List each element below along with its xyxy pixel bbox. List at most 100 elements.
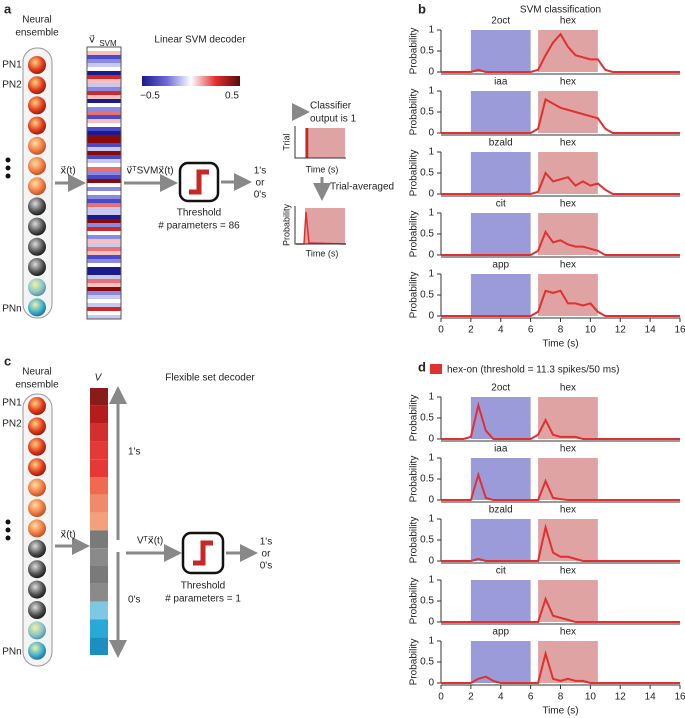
- line-chart: bzald hex 0 0.5 1 Probability: [409, 138, 680, 200]
- data-line: [441, 289, 680, 317]
- y-tick-label: 1: [428, 392, 434, 403]
- label: 1's: [128, 447, 140, 458]
- set-cell: [90, 494, 108, 513]
- panel-label: d: [418, 359, 426, 374]
- weight-cell: [87, 95, 121, 99]
- stimulus-label: hex: [560, 260, 576, 271]
- stimulus-label: bzald: [489, 505, 513, 516]
- y-axis-label: Probability: [409, 89, 420, 136]
- set-cell: [90, 637, 108, 655]
- label: Linear SVM decoder: [154, 35, 246, 46]
- panel-label: a: [4, 1, 12, 16]
- stimulus-label: hex: [560, 444, 576, 455]
- weight-cell: [87, 219, 121, 223]
- data-line: [441, 171, 680, 195]
- shade: [305, 208, 345, 244]
- data-line: [441, 471, 680, 501]
- y-axis-label: Probability: [409, 150, 420, 197]
- set-cell: [90, 512, 108, 531]
- line-chart: iaa hex 0 0.5 1 Probability: [409, 444, 680, 506]
- y-tick-label: 1: [428, 208, 434, 219]
- weight-cell: [87, 287, 121, 291]
- x-tick-label: 6: [528, 692, 534, 703]
- stimulus-span: [470, 213, 531, 255]
- weight-cell: [87, 243, 121, 247]
- stimulus-label: hex: [560, 77, 576, 88]
- y-tick-label: 0: [428, 189, 434, 200]
- y-tick-label: 0: [428, 678, 434, 689]
- y-tick-label: 1: [428, 453, 434, 464]
- x-tick-label: 2: [468, 692, 474, 703]
- label: PN1: [2, 60, 22, 71]
- set-cell: [90, 530, 108, 549]
- x-tick-label: 4: [498, 692, 504, 703]
- weight-cell: [87, 83, 121, 87]
- weight-cell: [87, 159, 121, 163]
- ellipsis: [5, 157, 11, 179]
- stimulus-label: iaa: [494, 77, 508, 88]
- y-axis-label: Probability: [409, 28, 420, 75]
- label: PNn: [2, 647, 21, 658]
- x-tick-label: 2: [468, 325, 474, 336]
- weight-cell: [87, 67, 121, 71]
- label: Neural: [22, 367, 51, 378]
- x-tick-label: 10: [585, 692, 597, 703]
- weight-cell: [87, 55, 121, 59]
- y-tick-label: 1: [428, 636, 434, 647]
- label: Threshold: [181, 581, 225, 592]
- y-tick-label: 0: [428, 434, 434, 445]
- neuron: [28, 217, 46, 236]
- y-tick-label: 0: [428, 128, 434, 139]
- panel-label: b: [418, 1, 426, 16]
- stimulus-label: app: [492, 627, 509, 638]
- weight-cell: [87, 107, 121, 111]
- neuron: [28, 601, 46, 619]
- y-tick-label: 0.5: [420, 657, 434, 668]
- stimulus-span: [470, 397, 531, 439]
- weight-cell: [87, 143, 121, 147]
- set-cell: [90, 477, 108, 495]
- weight-cell: [87, 239, 121, 243]
- weight-cell: [87, 167, 121, 171]
- label: V: [95, 373, 103, 384]
- line-chart: SVM classification 2oct hex 0 0.5 1 Probabilit…: [409, 5, 680, 78]
- y-tick-label: 1: [428, 147, 434, 158]
- y-tick-label: 1: [428, 86, 434, 97]
- weight-cell: [87, 71, 121, 75]
- set-cell: [90, 459, 108, 477]
- axes: [294, 206, 346, 245]
- stimulus-label: hex: [560, 566, 576, 577]
- neuron: [28, 641, 46, 660]
- x-tick-label: 8: [558, 692, 564, 703]
- label: 0.5: [225, 91, 239, 102]
- weight-cell: [87, 135, 121, 139]
- weight-cell: [87, 211, 121, 215]
- weight-cell: [87, 123, 121, 127]
- data-line: [441, 596, 680, 623]
- y-axis-label: Probability: [409, 211, 420, 258]
- neuron: [28, 96, 46, 115]
- data-line: [441, 401, 680, 440]
- weight-cell: [87, 155, 121, 159]
- y-tick-label: 0.5: [420, 535, 434, 546]
- weight-cell: [87, 279, 121, 283]
- charts: SVM classification 2oct hex 0 0.5 1 Probabilit…: [409, 5, 685, 717]
- stimulus-span: [470, 580, 531, 622]
- y-tick-label: 1: [428, 514, 434, 525]
- weight-cell: [87, 223, 121, 227]
- y-tick-label: 0.5: [420, 290, 434, 301]
- label: ensemble: [15, 380, 59, 391]
- stimulus-label: hex: [560, 505, 576, 516]
- ellipsis: [5, 519, 11, 541]
- neuron: [28, 136, 46, 155]
- weight-cell: [87, 91, 121, 95]
- label: # parameters = 1: [165, 594, 241, 605]
- legend-swatch: [430, 364, 442, 374]
- label: or: [262, 549, 272, 560]
- line-chart: bzald hex 0 0.5 1 Probability: [409, 505, 680, 567]
- line-chart: cit hex 0 0.5 1 Probability: [409, 566, 680, 628]
- y-axis-label: Probability: [409, 456, 420, 503]
- neuron: [28, 237, 46, 256]
- label: Trial: [281, 133, 291, 150]
- label: Probability: [281, 203, 291, 246]
